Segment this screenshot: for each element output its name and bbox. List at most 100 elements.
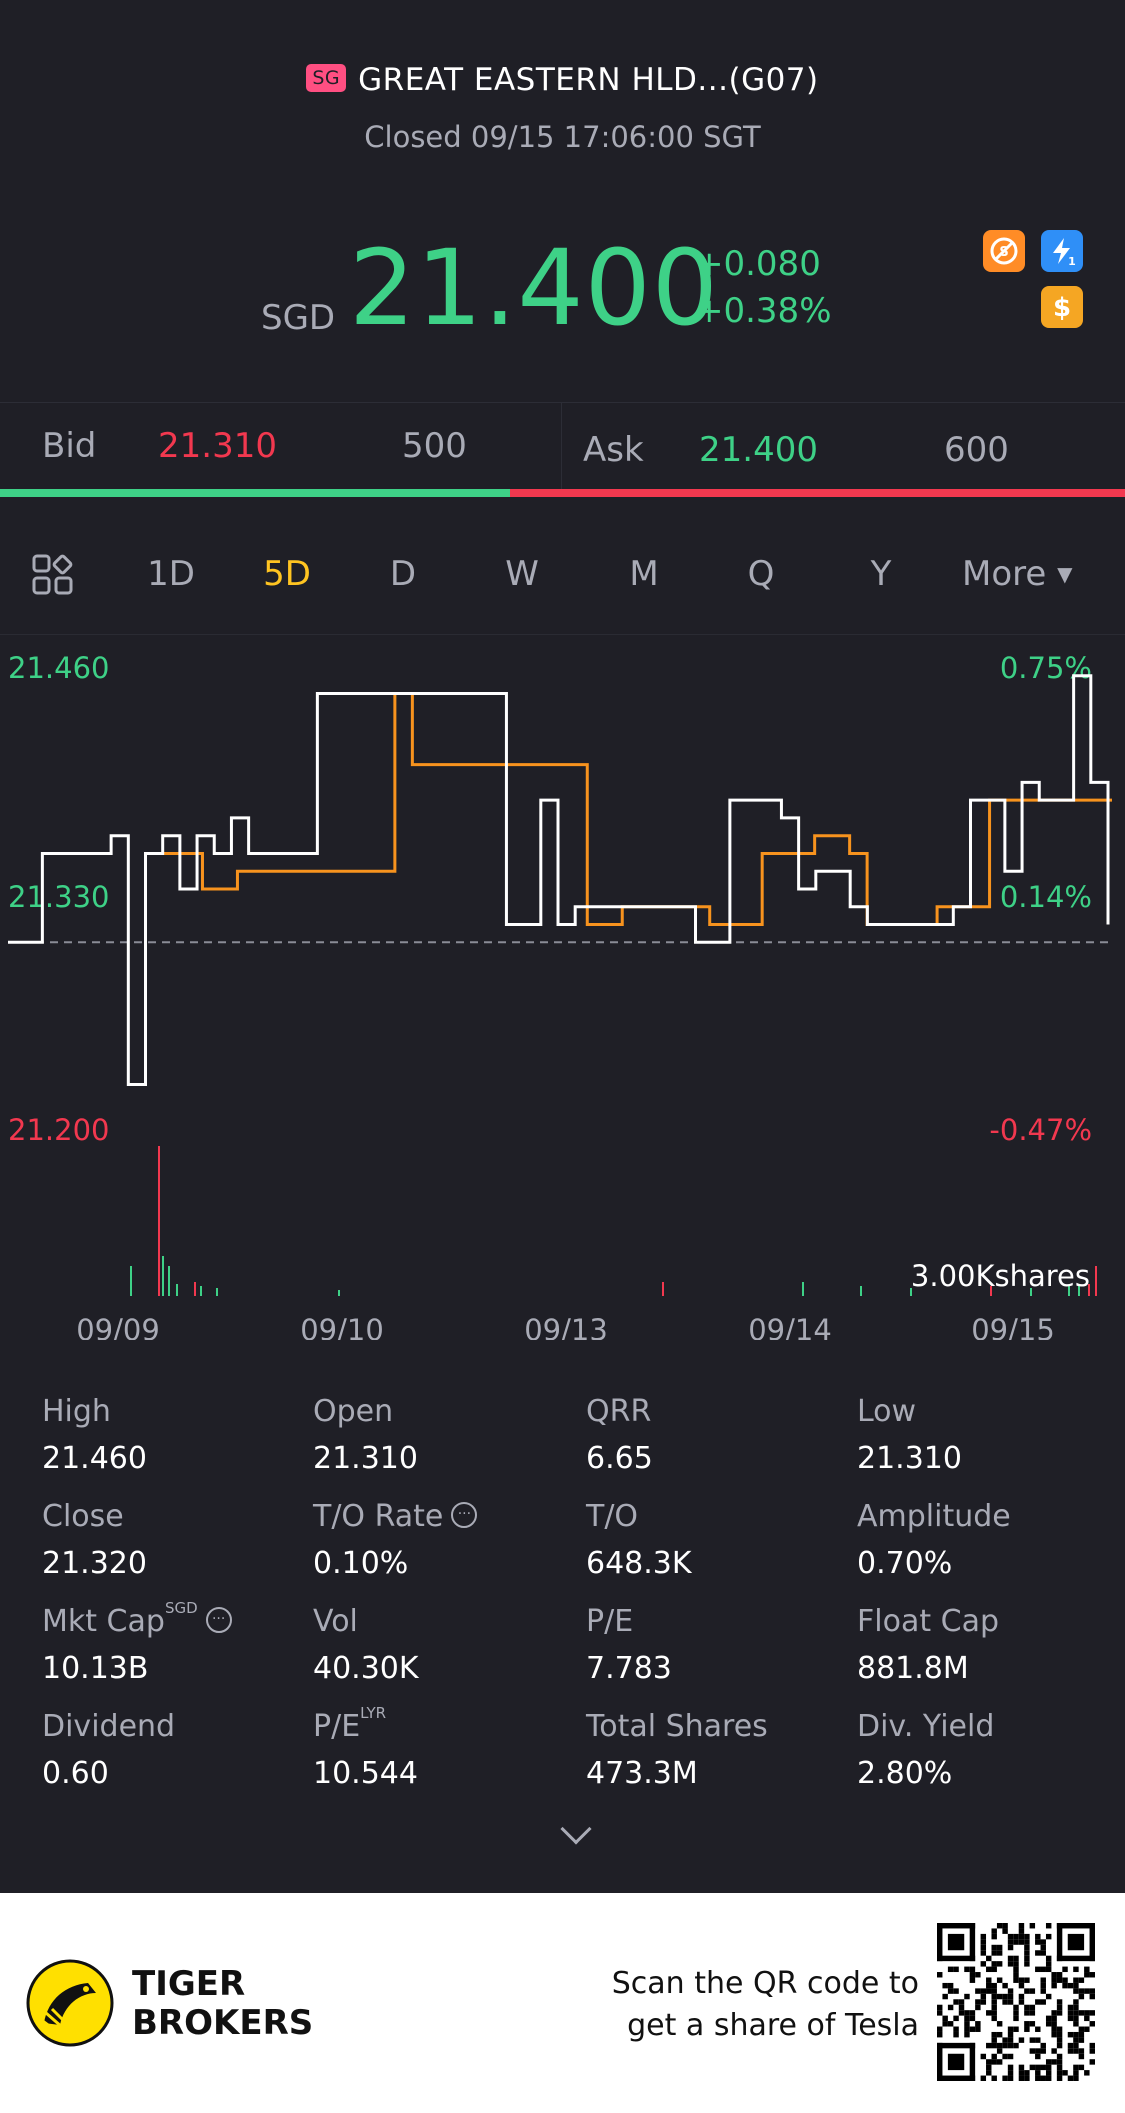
- intraday-chart[interactable]: 21.460 21.330 21.200 0.75% 0.14% -0.47% 3.00Ks…: [0, 640, 1125, 1340]
- bid-ask-bar[interactable]: [0, 402, 1125, 490]
- stat-value: 2.80%: [857, 1756, 953, 1791]
- qr-module: [1067, 2004, 1074, 2011]
- level1-flash-icon[interactable]: 1: [1041, 230, 1083, 272]
- stock-title-row[interactable]: SG GREAT EASTERN HLD...(G07): [0, 62, 1125, 98]
- qr-module: [1073, 2015, 1079, 2022]
- qr-module: [1067, 2010, 1074, 2016]
- y-axis-right-label: 0.75%: [1000, 651, 1092, 685]
- tab-more[interactable]: More ▼: [962, 554, 1073, 594]
- tab-d[interactable]: D: [389, 554, 417, 594]
- stat-open: Open 21.310: [313, 1394, 418, 1476]
- tab-w[interactable]: W: [505, 554, 539, 594]
- qr-module: [1035, 1966, 1041, 1973]
- expand-chevron-icon[interactable]: [560, 1813, 592, 1845]
- qr-module: [1056, 1955, 1095, 1962]
- qr-module: [1084, 1988, 1090, 1994]
- qr-module: [1073, 2021, 1079, 2027]
- x-axis-date-label: 09/10: [300, 1313, 384, 1340]
- qr-module: [991, 2075, 997, 2081]
- qr-module: [1078, 2048, 1085, 2054]
- qr-module: [1040, 1966, 1046, 1973]
- stat-value: 10.544: [313, 1756, 418, 1791]
- price-change-percent: +0.38%: [695, 291, 832, 331]
- qr-module: [991, 1961, 997, 1967]
- qr-module: [1051, 1977, 1057, 1983]
- qr-module: [942, 1993, 948, 2000]
- qr-module: [1073, 2064, 1079, 2071]
- qr-module: [975, 1988, 981, 1994]
- qr-module: [937, 2042, 943, 2081]
- qr-module: [1045, 2070, 1052, 2076]
- y-axis-right-label: 0.14%: [1000, 880, 1092, 914]
- qr-module: [1035, 2037, 1041, 2043]
- qr-module: [1024, 2026, 1030, 2032]
- qr-module: [1024, 1988, 1030, 1994]
- qr-module: [937, 1972, 943, 1978]
- volume-bar: [130, 1266, 132, 1296]
- volume-bar: [338, 1290, 340, 1296]
- stat-market-cap[interactable]: Mkt CapSGD ··· 10.13B: [42, 1599, 232, 1686]
- qr-module: [969, 2042, 976, 2081]
- stat-value: 0.60: [42, 1756, 109, 1791]
- qr-module: [1073, 1999, 1079, 2005]
- tab-y[interactable]: Y: [870, 554, 892, 594]
- qr-module: [996, 1961, 1003, 1967]
- qr-module: [1056, 1923, 1063, 1962]
- qr-module: [937, 2031, 943, 2038]
- qr-module: [953, 1988, 959, 1994]
- qr-module: [1067, 2075, 1074, 2081]
- qr-module: [991, 2004, 997, 2011]
- qr-module: [937, 1923, 976, 1929]
- dollar-icon[interactable]: $: [1041, 286, 1083, 328]
- qr-module: [1067, 2042, 1074, 2049]
- qr-module: [991, 2010, 997, 2016]
- qr-module: [1018, 1977, 1025, 1983]
- stat-amplitude: Amplitude 0.70%: [857, 1499, 1011, 1581]
- qr-module: [964, 2015, 970, 2022]
- stat-value: 21.310: [313, 1441, 418, 1476]
- stat-volume: Vol 40.30K: [313, 1604, 419, 1686]
- no-short-sell-icon[interactable]: S: [983, 230, 1025, 272]
- qr-module: [1078, 2026, 1085, 2032]
- stat-label: Low: [857, 1394, 917, 1429]
- qr-module: [1024, 1933, 1030, 1940]
- qr-code-icon[interactable]: [937, 1923, 1095, 2081]
- stat-turnover: T/O 648.3K: [586, 1499, 692, 1581]
- qr-module: [1073, 2037, 1079, 2043]
- qr-module: [1029, 1923, 1036, 1929]
- qr-module: [1051, 2031, 1057, 2038]
- qr-module: [1018, 2070, 1025, 2076]
- qr-module: [1007, 2026, 1014, 2032]
- qr-module: [1040, 1944, 1046, 1951]
- stat-high: High 21.460: [42, 1394, 147, 1476]
- qr-module: [1029, 2021, 1036, 2027]
- qr-module: [1024, 1944, 1030, 1951]
- tab-5d[interactable]: 5D: [263, 554, 311, 594]
- stat-label: Mkt Cap: [42, 1604, 165, 1639]
- qr-module: [1029, 2004, 1036, 2011]
- stat-turnover-rate[interactable]: T/O Rate ··· 0.10%: [313, 1499, 478, 1581]
- tab-m[interactable]: M: [629, 554, 659, 594]
- stat-label: QRR: [586, 1394, 652, 1429]
- info-more-icon[interactable]: ···: [451, 1501, 478, 1528]
- qr-module: [996, 2059, 1003, 2065]
- brand-name: TIGER BROKERS: [132, 1965, 313, 2043]
- tab-1d[interactable]: 1D: [147, 554, 195, 594]
- qr-module: [1067, 2048, 1074, 2054]
- qr-module: [1029, 2010, 1036, 2016]
- qr-module: [942, 2015, 948, 2022]
- chart-layout-icon[interactable]: [32, 554, 74, 605]
- qr-module: [1002, 2053, 1008, 2060]
- qr-module: [1040, 1950, 1046, 1956]
- qr-module: [1007, 1939, 1014, 1945]
- qr-module: [1035, 2026, 1041, 2032]
- qr-module: [1013, 2015, 1019, 2022]
- qr-module: [1089, 1923, 1095, 1962]
- qr-module: [1002, 1928, 1008, 1934]
- qr-module: [1051, 2015, 1057, 2022]
- tab-q[interactable]: Q: [747, 554, 775, 594]
- qr-module: [1018, 2037, 1025, 2043]
- stat-value: 648.3K: [586, 1546, 692, 1581]
- stat-label: Close: [42, 1499, 124, 1534]
- info-more-icon[interactable]: ···: [205, 1606, 232, 1633]
